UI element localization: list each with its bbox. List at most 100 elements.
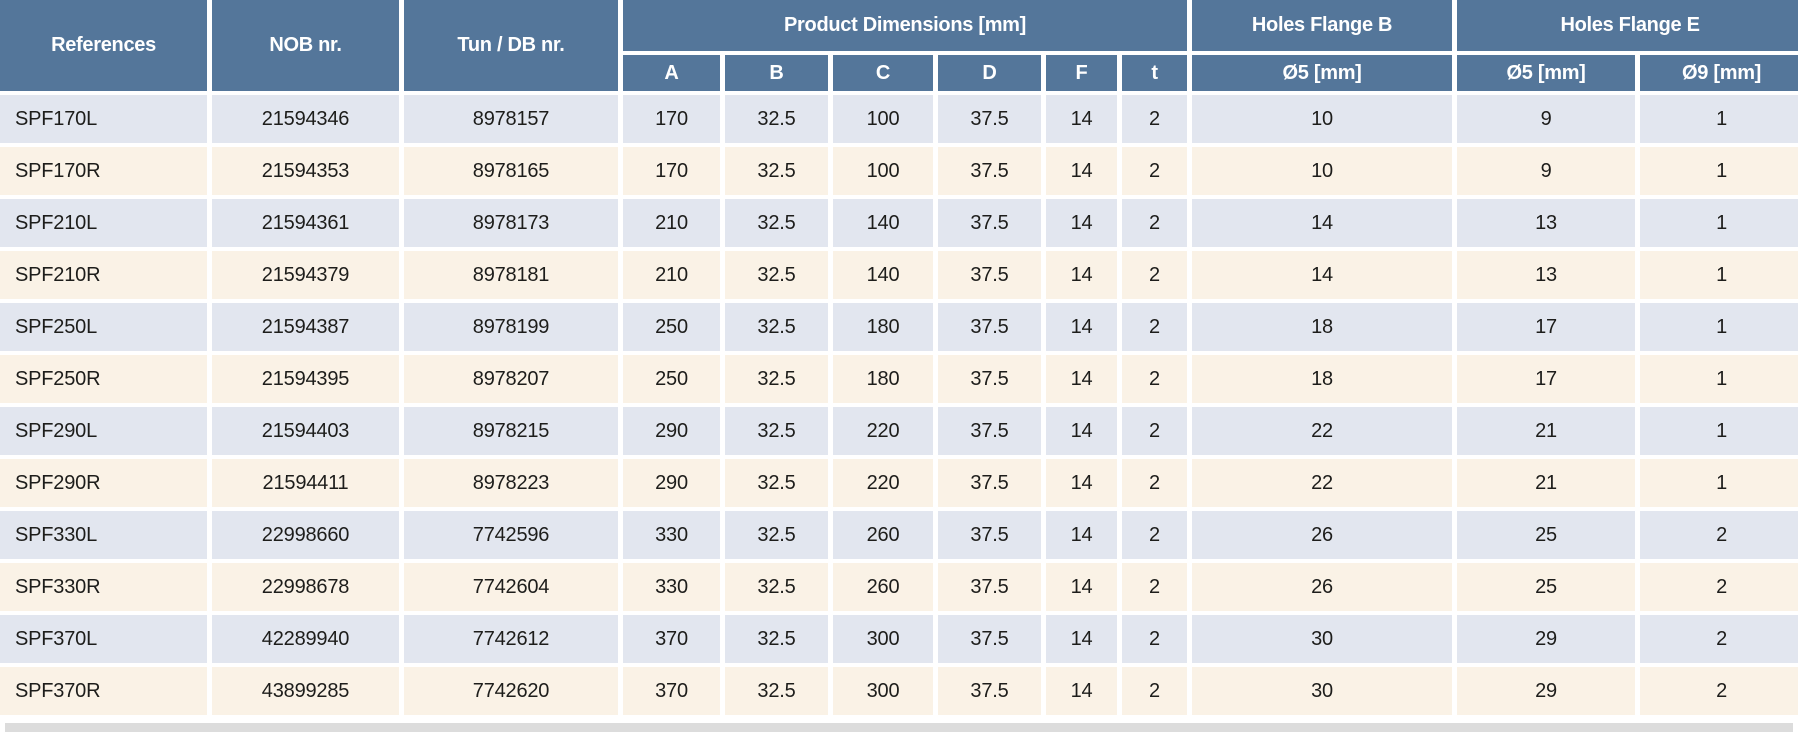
cell-dim-t: 2: [1122, 251, 1188, 299]
header-references: References: [0, 0, 207, 91]
header-group-row: References NOB nr. Tun / DB nr. Product …: [0, 0, 1798, 91]
cell-dim-f: 14: [1046, 303, 1117, 351]
cell-flange-b-d5: 26: [1192, 511, 1453, 559]
cell-dim-a: 290: [623, 407, 720, 455]
table-row: SPF290L 21594403 8978215 290 32.5 220 37.5 14 2 2…: [0, 407, 1798, 455]
cell-nob-nr: 21594346: [212, 95, 399, 143]
cell-flange-e-d5: 13: [1457, 199, 1636, 247]
cell-nob-nr: 21594403: [212, 407, 399, 455]
cell-dim-a: 330: [623, 511, 720, 559]
cell-dim-t: 2: [1122, 199, 1188, 247]
cell-flange-e-d5: 13: [1457, 251, 1636, 299]
subheader-dim-b: B: [725, 55, 828, 91]
table-row: SPF330L 22998660 7742596 330 32.5 260 37.5 14 2 2…: [0, 511, 1798, 559]
cell-dim-c: 180: [833, 355, 933, 403]
cell-reference: SPF210R: [0, 251, 207, 299]
cell-flange-e-d9: 2: [1640, 563, 1798, 611]
cell-dim-a: 370: [623, 615, 720, 663]
cell-flange-b-d5: 10: [1192, 95, 1453, 143]
table-header: References NOB nr. Tun / DB nr. Product …: [0, 0, 1798, 91]
cell-tun-db-nr: 8978199: [404, 303, 618, 351]
table-row: SPF170R 21594353 8978165 170 32.5 100 37.5 14 2 1…: [0, 147, 1798, 195]
subheader-flange-e-d9: Ø9 [mm]: [1640, 55, 1798, 91]
cell-flange-e-d9: 1: [1640, 251, 1798, 299]
cell-flange-e-d9: 2: [1640, 667, 1798, 715]
cell-flange-b-d5: 10: [1192, 147, 1453, 195]
cell-dim-a: 290: [623, 459, 720, 507]
cell-reference: SPF290R: [0, 459, 207, 507]
cell-dim-d: 37.5: [938, 615, 1041, 663]
subheader-dim-d: D: [938, 55, 1041, 91]
cell-reference: SPF330L: [0, 511, 207, 559]
cell-dim-c: 140: [833, 199, 933, 247]
cell-flange-e-d5: 29: [1457, 667, 1636, 715]
cell-nob-nr: 21594395: [212, 355, 399, 403]
cell-flange-e-d5: 17: [1457, 303, 1636, 351]
cell-dim-t: 2: [1122, 355, 1188, 403]
cell-flange-e-d9: 1: [1640, 199, 1798, 247]
cell-dim-t: 2: [1122, 511, 1188, 559]
table-row: SPF210R 21594379 8978181 210 32.5 140 37.5 14 2 1…: [0, 251, 1798, 299]
cell-dim-c: 220: [833, 407, 933, 455]
cell-dim-a: 330: [623, 563, 720, 611]
cell-dim-d: 37.5: [938, 251, 1041, 299]
cell-dim-b: 32.5: [725, 95, 828, 143]
table-row: SPF250R 21594395 8978207 250 32.5 180 37.5 14 2 1…: [0, 355, 1798, 403]
cell-dim-d: 37.5: [938, 563, 1041, 611]
cell-nob-nr: 21594379: [212, 251, 399, 299]
cell-reference: SPF330R: [0, 563, 207, 611]
cell-reference: SPF250L: [0, 303, 207, 351]
cell-dim-a: 210: [623, 251, 720, 299]
cell-flange-e-d9: 1: [1640, 303, 1798, 351]
cell-dim-f: 14: [1046, 355, 1117, 403]
cell-reference: SPF370L: [0, 615, 207, 663]
table-row: SPF290R 21594411 8978223 290 32.5 220 37.5 14 2 2…: [0, 459, 1798, 507]
cell-dim-f: 14: [1046, 615, 1117, 663]
cell-dim-a: 170: [623, 95, 720, 143]
cell-dim-f: 14: [1046, 511, 1117, 559]
cell-dim-d: 37.5: [938, 511, 1041, 559]
cell-dim-c: 260: [833, 563, 933, 611]
cell-nob-nr: 22998660: [212, 511, 399, 559]
table-row: SPF250L 21594387 8978199 250 32.5 180 37.5 14 2 1…: [0, 303, 1798, 351]
cell-dim-f: 14: [1046, 199, 1117, 247]
cell-reference: SPF170L: [0, 95, 207, 143]
cell-dim-a: 210: [623, 199, 720, 247]
cell-tun-db-nr: 7742620: [404, 667, 618, 715]
cell-dim-b: 32.5: [725, 511, 828, 559]
cell-flange-e-d5: 29: [1457, 615, 1636, 663]
table-row: SPF170L 21594346 8978157 170 32.5 100 37.5 14 2 1…: [0, 95, 1798, 143]
table-row: SPF370R 43899285 7742620 370 32.5 300 37.5 14 2 3…: [0, 667, 1798, 715]
subheader-dim-c: C: [833, 55, 933, 91]
cell-dim-d: 37.5: [938, 303, 1041, 351]
cell-dim-t: 2: [1122, 95, 1188, 143]
cell-dim-c: 220: [833, 459, 933, 507]
cell-dim-b: 32.5: [725, 355, 828, 403]
cell-flange-b-d5: 14: [1192, 251, 1453, 299]
cell-dim-d: 37.5: [938, 355, 1041, 403]
cell-tun-db-nr: 8978207: [404, 355, 618, 403]
cell-dim-c: 300: [833, 615, 933, 663]
cell-flange-e-d9: 1: [1640, 95, 1798, 143]
cell-dim-a: 370: [623, 667, 720, 715]
cell-dim-b: 32.5: [725, 303, 828, 351]
cell-nob-nr: 21594387: [212, 303, 399, 351]
cell-dim-t: 2: [1122, 459, 1188, 507]
cell-dim-b: 32.5: [725, 615, 828, 663]
cell-dim-d: 37.5: [938, 459, 1041, 507]
cell-flange-e-d5: 17: [1457, 355, 1636, 403]
cell-reference: SPF170R: [0, 147, 207, 195]
cell-flange-e-d5: 25: [1457, 563, 1636, 611]
cell-dim-a: 250: [623, 303, 720, 351]
cell-dim-b: 32.5: [725, 199, 828, 247]
cell-flange-e-d9: 1: [1640, 147, 1798, 195]
cell-nob-nr: 43899285: [212, 667, 399, 715]
cell-dim-t: 2: [1122, 407, 1188, 455]
cell-dim-f: 14: [1046, 563, 1117, 611]
cell-reference: SPF210L: [0, 199, 207, 247]
partial-next-row-edge: [5, 723, 1793, 732]
header-product-dimensions: Product Dimensions [mm]: [623, 0, 1188, 51]
cell-dim-f: 14: [1046, 459, 1117, 507]
subheader-dim-a: A: [623, 55, 720, 91]
cell-dim-c: 140: [833, 251, 933, 299]
